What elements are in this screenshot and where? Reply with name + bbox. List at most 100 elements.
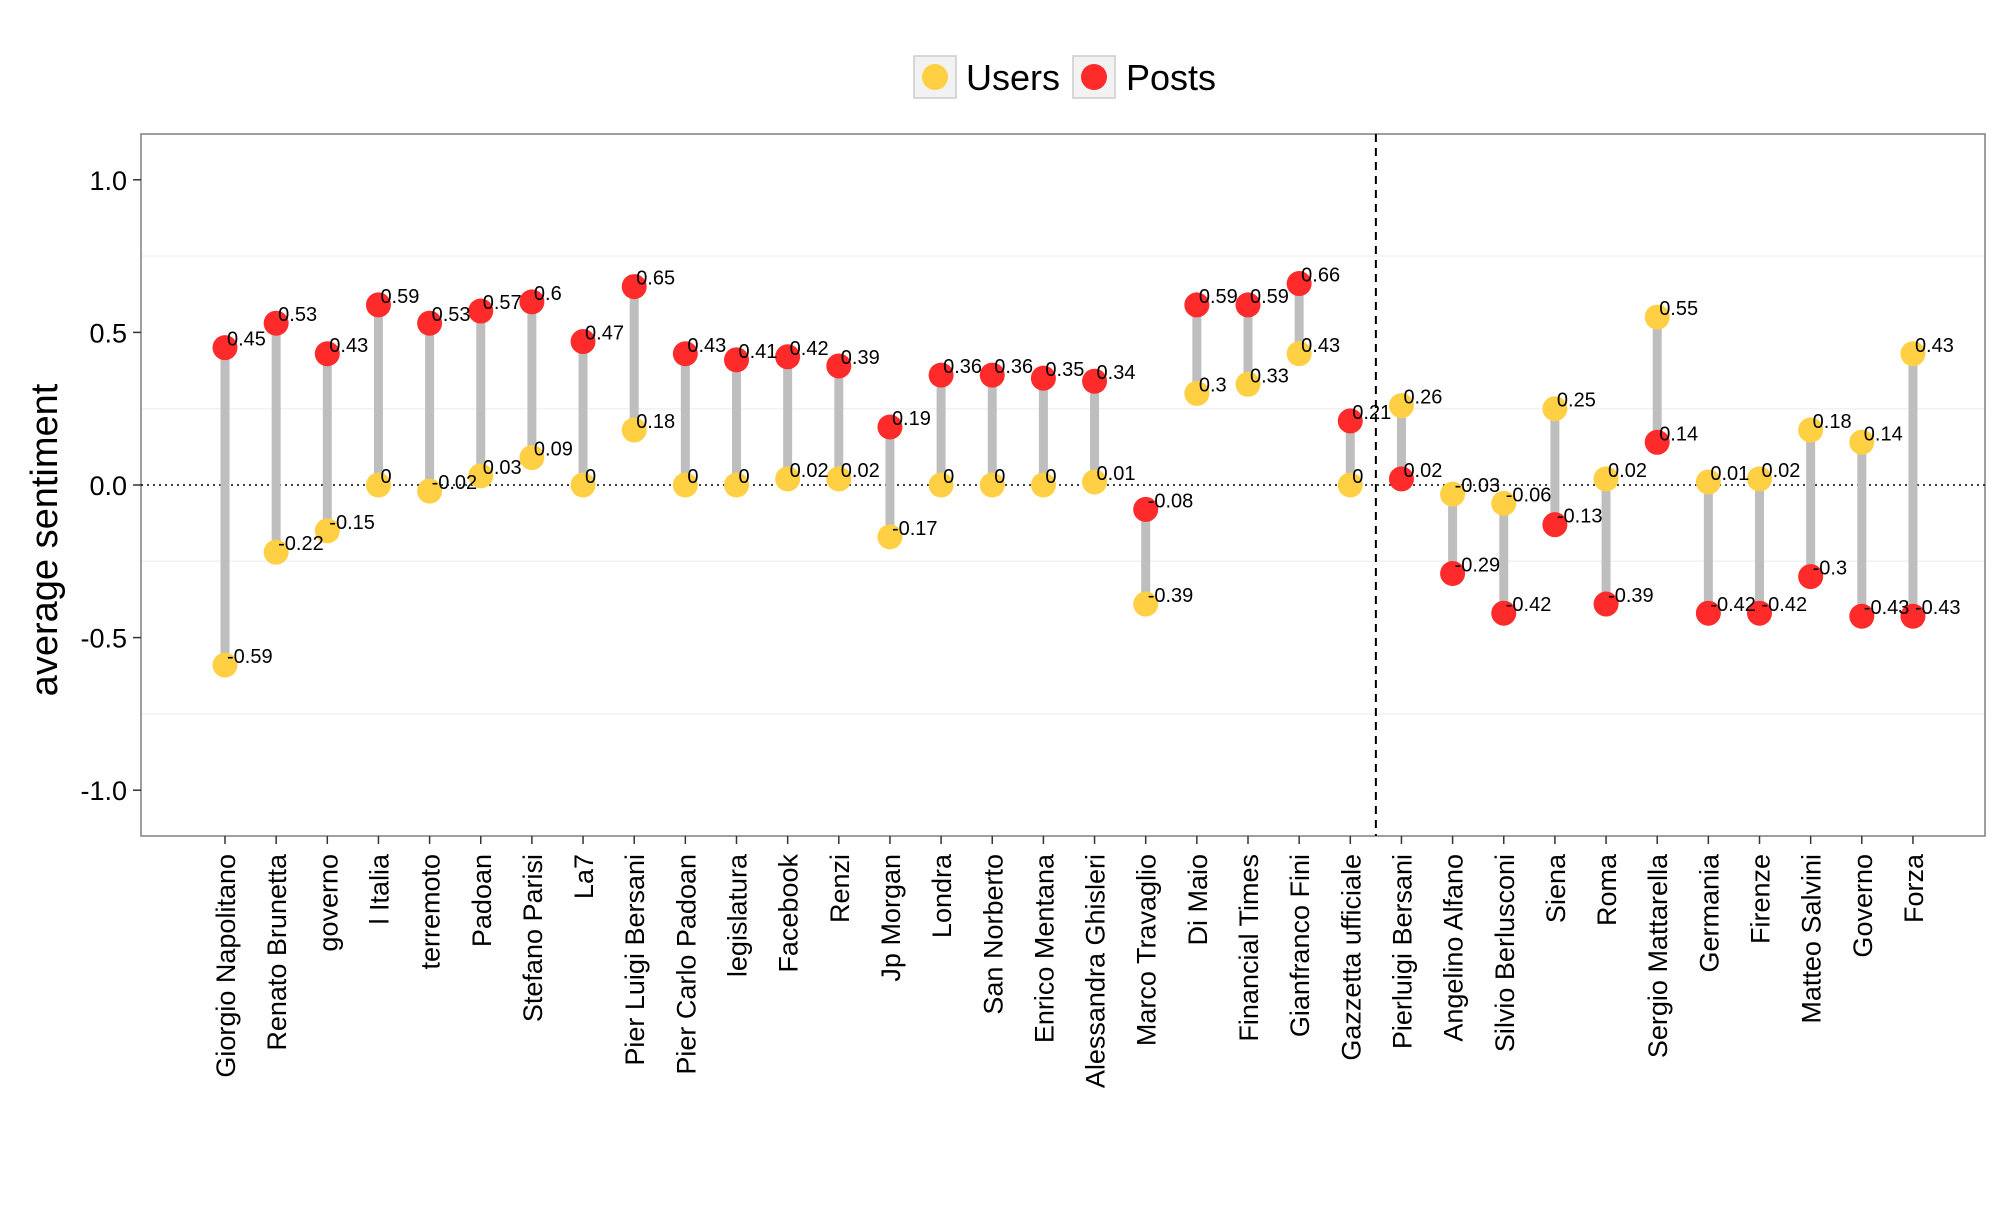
x-tick-label-sergio-mattarella: Sergio Mattarella bbox=[1643, 853, 1673, 1058]
users-label-l-italia: 0 bbox=[380, 466, 391, 488]
users-label-sergio-mattarella: 0.55 bbox=[1659, 298, 1698, 320]
users-label-pier-luigi-bersani: 0.18 bbox=[636, 411, 675, 433]
posts-point-pier-luigi-bersani bbox=[621, 274, 647, 300]
users-label-matteo-salvini: 0.18 bbox=[1813, 411, 1852, 433]
posts-point-renzi bbox=[826, 353, 852, 379]
y-tick-label: -0.5 bbox=[80, 624, 127, 654]
posts-label-sergio-mattarella: 0.14 bbox=[1659, 423, 1698, 445]
x-tick-label-governo: governo bbox=[313, 854, 343, 952]
x-tick-label-legislatura: legislatura bbox=[723, 853, 753, 977]
x-tick-label-jp-morgan: Jp Morgan bbox=[876, 854, 906, 982]
legend-label-posts: Posts bbox=[1126, 57, 1216, 98]
users-point-jp-morgan bbox=[877, 524, 903, 550]
posts-label-l-italia: 0.59 bbox=[380, 286, 419, 308]
users-point-padoan bbox=[468, 463, 494, 489]
posts-point-pier-carlo-padoan bbox=[672, 341, 698, 367]
x-tick-label-l-italia: l Italia bbox=[364, 853, 394, 925]
x-tick-label-terremoto: terremoto bbox=[416, 854, 446, 970]
users-point-londra bbox=[928, 472, 954, 498]
y-tick-label: 0.5 bbox=[89, 318, 127, 348]
legend: Users Posts bbox=[913, 55, 1216, 99]
users-label-pier-carlo-padoan: 0 bbox=[687, 466, 698, 488]
posts-label-stefano-parisi: 0.6 bbox=[534, 283, 562, 305]
users-label-terremoto: -0.02 bbox=[432, 472, 478, 494]
users-label-siena: 0.25 bbox=[1557, 390, 1596, 412]
users-point-germania bbox=[1695, 469, 1721, 495]
users-point-enrico-mentana bbox=[1030, 472, 1056, 498]
users-label-renzi: 0.02 bbox=[841, 460, 880, 482]
x-tick-label-governo: Governo bbox=[1848, 854, 1878, 958]
posts-point-facebook bbox=[775, 344, 801, 370]
users-point-governo bbox=[314, 518, 340, 544]
posts-label-gianfranco-fini: 0.66 bbox=[1301, 265, 1340, 287]
users-point-matteo-salvini bbox=[1798, 417, 1824, 443]
posts-label-marco-travaglio: -0.08 bbox=[1148, 490, 1194, 512]
posts-point-giorgio-napolitano bbox=[212, 335, 238, 361]
posts-label-la7: 0.47 bbox=[585, 323, 624, 345]
posts-label-legislatura: 0.41 bbox=[739, 341, 778, 363]
x-tick-label-siena: Siena bbox=[1541, 853, 1571, 923]
posts-label-londra: 0.36 bbox=[943, 356, 982, 378]
posts-label-renzi: 0.39 bbox=[841, 347, 880, 369]
x-tick-label-san-norberto: San Norberto bbox=[978, 854, 1008, 1015]
x-tick-label-renzi: Renzi bbox=[825, 854, 855, 923]
x-tick-label-germania: Germania bbox=[1694, 853, 1724, 973]
users-label-jp-morgan: -0.17 bbox=[892, 518, 938, 540]
y-tick-label: -1.0 bbox=[80, 776, 127, 806]
users-label-la7: 0 bbox=[585, 466, 596, 488]
users-point-firenze bbox=[1747, 466, 1772, 492]
x-tick-label-di-maio: Di Maio bbox=[1183, 854, 1213, 946]
posts-label-germania: -0.42 bbox=[1710, 594, 1756, 616]
posts-label-firenze: -0.42 bbox=[1762, 594, 1808, 616]
x-tick-label-giorgio-napolitano: Giorgio Napolitano bbox=[211, 854, 241, 1078]
posts-label-padoan: 0.57 bbox=[483, 292, 522, 314]
users-label-alessandra-ghisleri: 0.01 bbox=[1097, 463, 1136, 485]
x-tick-label-pier-luigi-bersani: Pier Luigi Bersani bbox=[620, 854, 650, 1066]
users-point-legislatura bbox=[724, 472, 749, 498]
users-point-pierluigi-bersani bbox=[1388, 393, 1414, 419]
users-label-enrico-mentana: 0 bbox=[1045, 466, 1056, 488]
users-label-germania: 0.01 bbox=[1710, 463, 1749, 485]
posts-point-governo bbox=[314, 341, 340, 367]
users-point-renato-brunetta bbox=[263, 539, 289, 565]
users-point-renzi bbox=[826, 466, 852, 492]
users-label-padoan: 0.03 bbox=[483, 457, 522, 479]
x-tick-label-alessandra-ghisleri: Alessandra Ghisleri bbox=[1081, 854, 1111, 1088]
posts-label-matteo-salvini: -0.3 bbox=[1813, 558, 1847, 580]
posts-point-germania bbox=[1695, 600, 1721, 626]
users-label-san-norberto: 0 bbox=[994, 466, 1005, 488]
posts-point-silvio-berlusconi bbox=[1491, 600, 1517, 626]
users-label-londra: 0 bbox=[943, 466, 954, 488]
data-marks: -0.59 -0.22-0.15 0 -0.020.03 0.09 0 0.18 0 0 0.02… bbox=[212, 265, 1961, 678]
users-point-pier-luigi-bersani bbox=[621, 417, 647, 443]
x-tick-label-la7: La7 bbox=[569, 854, 599, 899]
users-label-marco-travaglio: -0.39 bbox=[1148, 585, 1194, 607]
posts-point-la7 bbox=[570, 329, 596, 355]
legend-label-users: Users bbox=[966, 57, 1060, 98]
posts-label-financial-times: 0.59 bbox=[1250, 286, 1289, 308]
y-axis-title: average sentiment bbox=[24, 383, 66, 696]
users-label-stefano-parisi: 0.09 bbox=[534, 439, 573, 461]
users-point-terremoto bbox=[417, 478, 443, 504]
x-tick-label-financial-times: Financial Times bbox=[1234, 854, 1264, 1042]
posts-label-siena: -0.13 bbox=[1557, 506, 1603, 528]
posts-label-renato-brunetta: 0.53 bbox=[278, 304, 317, 326]
x-axis: Giorgio Napolitano Renato Brunetta governo… bbox=[211, 836, 1929, 1088]
users-label-facebook: 0.02 bbox=[790, 460, 829, 482]
users-label-angelino-alfano: -0.03 bbox=[1455, 475, 1501, 497]
posts-point-londra bbox=[928, 362, 954, 388]
users-point-financial-times bbox=[1235, 371, 1261, 397]
users-point-marco-travaglio bbox=[1133, 591, 1159, 617]
x-tick-label-marco-travaglio: Marco Travaglio bbox=[1132, 854, 1162, 1046]
posts-label-pierluigi-bersani: 0.02 bbox=[1403, 460, 1442, 482]
users-point-sergio-mattarella bbox=[1644, 304, 1670, 330]
posts-point-alessandra-ghisleri bbox=[1082, 368, 1108, 394]
posts-point-marco-travaglio bbox=[1133, 496, 1159, 522]
posts-point-gianfranco-fini bbox=[1286, 271, 1312, 297]
users-point-di-maio bbox=[1184, 380, 1210, 406]
users-point-governo bbox=[1849, 429, 1875, 455]
x-tick-label-matteo-salvini: Matteo Salvini bbox=[1797, 854, 1827, 1024]
x-tick-label-pierluigi-bersani: Pierluigi Bersani bbox=[1387, 854, 1417, 1049]
